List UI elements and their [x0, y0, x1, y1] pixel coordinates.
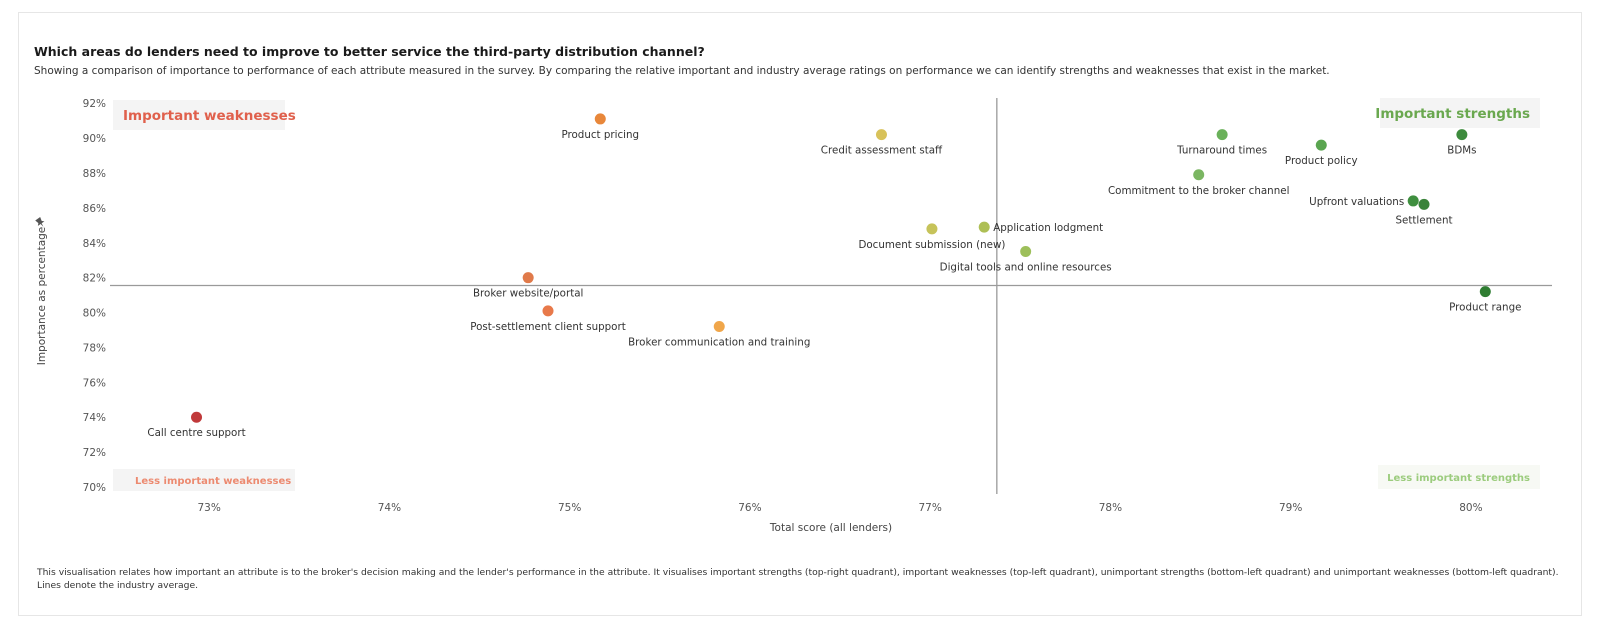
point-settlement[interactable] [1418, 198, 1430, 210]
point-broker-communication-and-training[interactable] [713, 321, 725, 333]
y-tick-label: 76% [83, 377, 106, 389]
label-credit-assessment-staff: Credit assessment staff [821, 145, 943, 157]
chart-footnote: This visualisation relates how important… [37, 567, 1559, 591]
label-product-pricing: Product pricing [561, 129, 639, 141]
x-tick-label: 76% [738, 502, 761, 514]
point-broker-website-portal[interactable] [522, 272, 534, 284]
x-tick-label: 79% [1279, 502, 1302, 514]
label-document-submission-new: Document submission (new) [858, 239, 1005, 251]
point-labels: Product pricing Credit assessment staff Tu… [147, 129, 1521, 439]
quadrant-labels: Important weaknesses Important strengths L… [113, 98, 1540, 491]
point-bdms[interactable] [1456, 129, 1468, 141]
quadrant-bottom-right-label: Less important strengths [1387, 473, 1530, 484]
y-tick-label: 86% [83, 203, 106, 215]
point-document-submission-new[interactable] [926, 223, 938, 235]
label-settlement: Settlement [1395, 214, 1452, 226]
quadrant-top-right-label: Important strengths [1375, 106, 1530, 122]
quadrant-bottom-left-bg [113, 469, 295, 491]
x-axis-title: Total score (all lenders) [769, 522, 892, 534]
point-upfront-valuations[interactable] [1407, 195, 1419, 207]
y-axis-title: Importance as percentage [36, 227, 48, 366]
point-product-pricing[interactable] [594, 113, 606, 125]
label-broker-website-portal: Broker website/portal [473, 288, 583, 300]
x-tick-label: 73% [197, 502, 220, 514]
label-post-settlement-client-support: Post-settlement client support [470, 321, 626, 333]
chart-subtitle: Showing a comparison of importance to pe… [34, 65, 1330, 77]
axes: 92% 90% 88% 86% 84% 82% 80% 78% 76% 74% 72% 70% 73% 7… [35, 98, 1483, 534]
point-application-lodgment[interactable] [978, 221, 990, 233]
y-tick-label: 70% [83, 482, 106, 494]
y-tick-label: 78% [83, 342, 106, 354]
chart-title: Which areas do lenders need to improve t… [34, 44, 705, 59]
y-tick-label: 80% [83, 308, 106, 320]
y-tick-label: 88% [83, 168, 106, 180]
y-tick-label: 84% [83, 238, 106, 250]
quadrant-top-left-label: Important weaknesses [123, 108, 296, 124]
x-tick-label: 74% [378, 502, 401, 514]
x-tick-label: 75% [558, 502, 581, 514]
label-bdms: BDMs [1447, 145, 1476, 157]
label-digital-tools-and-online-resources: Digital tools and online resources [940, 262, 1112, 274]
point-product-policy[interactable] [1315, 139, 1327, 151]
point-commitment-to-the-broker-channel[interactable] [1193, 169, 1205, 181]
label-product-policy: Product policy [1285, 155, 1358, 167]
reference-lines [110, 98, 1552, 494]
label-product-range: Product range [1449, 302, 1521, 314]
point-call-centre-support[interactable] [191, 411, 203, 423]
x-tick-label: 80% [1459, 502, 1482, 514]
data-points [191, 113, 1491, 423]
x-tick-label: 78% [1099, 502, 1122, 514]
point-product-range[interactable] [1479, 286, 1491, 298]
quadrant-top-right-bg [1380, 98, 1540, 128]
label-commitment-to-the-broker-channel: Commitment to the broker channel [1108, 185, 1289, 197]
point-post-settlement-client-support[interactable] [542, 305, 554, 317]
x-tick-label: 77% [918, 502, 941, 514]
y-tick-label: 72% [83, 447, 106, 459]
point-credit-assessment-staff[interactable] [875, 129, 887, 141]
y-tick-label: 74% [83, 412, 106, 424]
label-upfront-valuations: Upfront valuations [1309, 196, 1404, 208]
pin-icon [35, 217, 45, 227]
quadrant-top-left-bg [113, 100, 285, 130]
y-tick-label: 92% [83, 98, 106, 110]
label-broker-communication-and-training: Broker communication and training [628, 337, 810, 349]
quadrant-bottom-left-label: Less important weaknesses [135, 476, 291, 487]
label-turnaround-times: Turnaround times [1176, 145, 1267, 157]
label-application-lodgment: Application lodgment [993, 222, 1103, 234]
quadrant-bottom-right-bg [1378, 465, 1540, 489]
point-digital-tools-and-online-resources[interactable] [1020, 246, 1032, 258]
y-tick-label: 90% [83, 133, 106, 145]
label-call-centre-support: Call centre support [147, 427, 245, 439]
y-tick-label: 82% [83, 273, 106, 285]
point-turnaround-times[interactable] [1216, 129, 1228, 141]
